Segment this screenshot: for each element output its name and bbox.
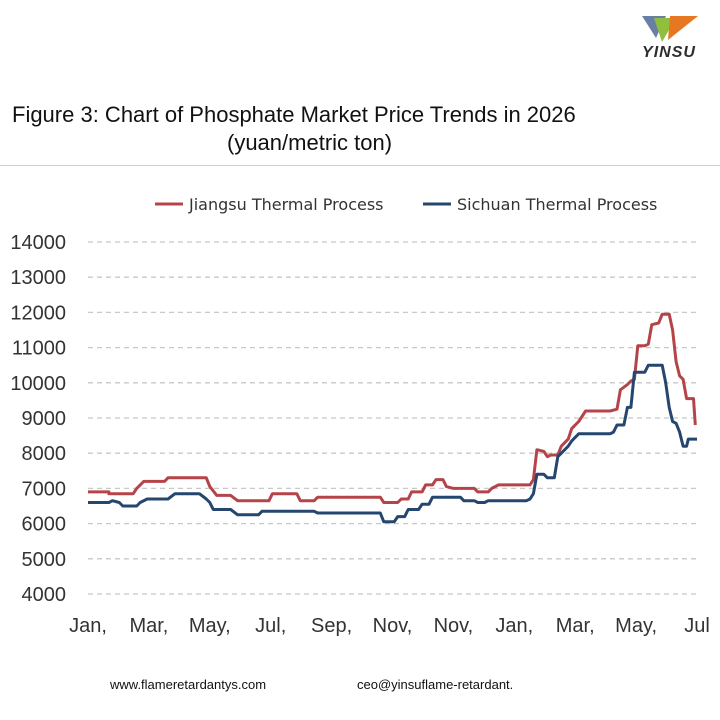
x-axis-ticks: Jan, Mar, May, Jul, Sep, Nov, Nov, Jan, Mar, May,…: [69, 615, 710, 637]
y-axis-ticks: 4000 5000 6000 7000 8000 9000 10000 11000 12000 1…: [10, 232, 66, 606]
x-tick-label: Jul,: [255, 615, 286, 637]
y-tick-label: 5000: [22, 549, 67, 571]
y-tick-label: 6000: [22, 514, 67, 536]
title-divider: [0, 165, 720, 166]
x-tick-label: Sep,: [311, 615, 352, 637]
footer-email-link[interactable]: ceo@yinsuflame-retardant.: [357, 677, 514, 692]
series-line-jiangsu: [88, 312, 697, 504]
x-tick-label: Nov,: [434, 615, 474, 637]
price-trend-chart: Jiangsu Thermal Process Sichuan Thermal P…: [10, 195, 710, 637]
y-tick-label: 12000: [10, 302, 66, 324]
y-tick-label: 11000: [12, 338, 66, 360]
x-tick-label: Nov,: [373, 615, 413, 637]
logo-text: YINSU: [642, 44, 696, 61]
yinsu-logo-icon: [642, 16, 698, 42]
y-tick-label: 8000: [22, 443, 67, 465]
x-tick-label: Jul: [684, 615, 710, 637]
y-tick-label: 14000: [10, 232, 66, 254]
chart-grid: [88, 241, 697, 595]
chart-title: Figure 3: Chart of Phosphate Market Pric…: [12, 102, 576, 127]
legend-label: Jiangsu Thermal Process: [188, 195, 384, 214]
y-tick-label: 13000: [10, 267, 66, 289]
chart-legend: Jiangsu Thermal Process Sichuan Thermal P…: [155, 195, 657, 214]
x-tick-label: Jan,: [495, 615, 533, 637]
x-tick-label: Jan,: [69, 615, 107, 637]
legend-label: Sichuan Thermal Process: [457, 195, 657, 214]
y-tick-label: 4000: [22, 584, 67, 606]
series-line-sichuan: [88, 363, 697, 524]
x-tick-label: May,: [615, 615, 657, 637]
x-tick-label: Mar,: [129, 615, 168, 637]
y-tick-label: 9000: [22, 408, 67, 430]
chart-series: [88, 312, 697, 524]
x-tick-label: Mar,: [556, 615, 595, 637]
x-tick-label: May,: [189, 615, 231, 637]
y-tick-label: 7000: [22, 478, 67, 500]
y-tick-label: 10000: [10, 373, 66, 395]
footer-website-link[interactable]: www.flameretardantys.com: [110, 677, 267, 692]
chart-subtitle: (yuan/metric ton): [227, 130, 393, 155]
